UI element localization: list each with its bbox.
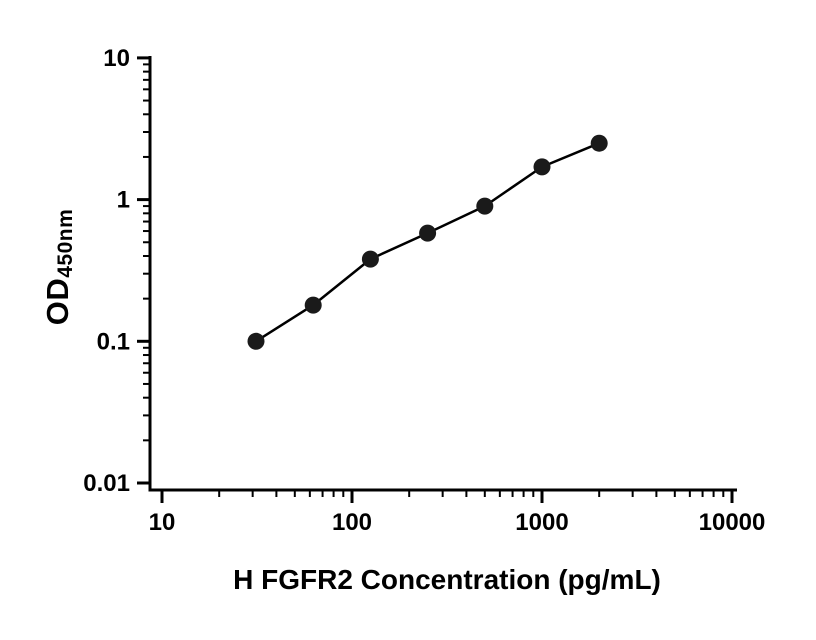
y-tick-label: 0.1: [97, 328, 130, 355]
y-axis-label: OD450nm: [40, 208, 77, 326]
x-tick-label: 100: [332, 509, 372, 536]
x-tick-label: 1000: [515, 509, 568, 536]
y-tick-label: 1: [117, 187, 130, 214]
data-point-marker: [304, 296, 322, 314]
data-point-marker: [533, 158, 551, 176]
x-tick-label: 10: [149, 509, 176, 536]
y-axis-label-subscript: 450nm: [54, 208, 77, 278]
data-point-marker: [247, 332, 265, 350]
data-point-marker: [419, 224, 437, 242]
y-tick-label: 0.01: [83, 470, 130, 497]
y-axis-label-main: OD: [40, 277, 75, 326]
data-point-marker: [476, 197, 494, 215]
y-tick-label: 10: [103, 45, 130, 72]
x-tick-label: 10000: [699, 509, 766, 536]
data-point-marker: [361, 250, 379, 268]
data-point-marker: [590, 134, 608, 152]
x-axis-label: H FGFR2 Concentration (pg/mL): [233, 564, 661, 595]
